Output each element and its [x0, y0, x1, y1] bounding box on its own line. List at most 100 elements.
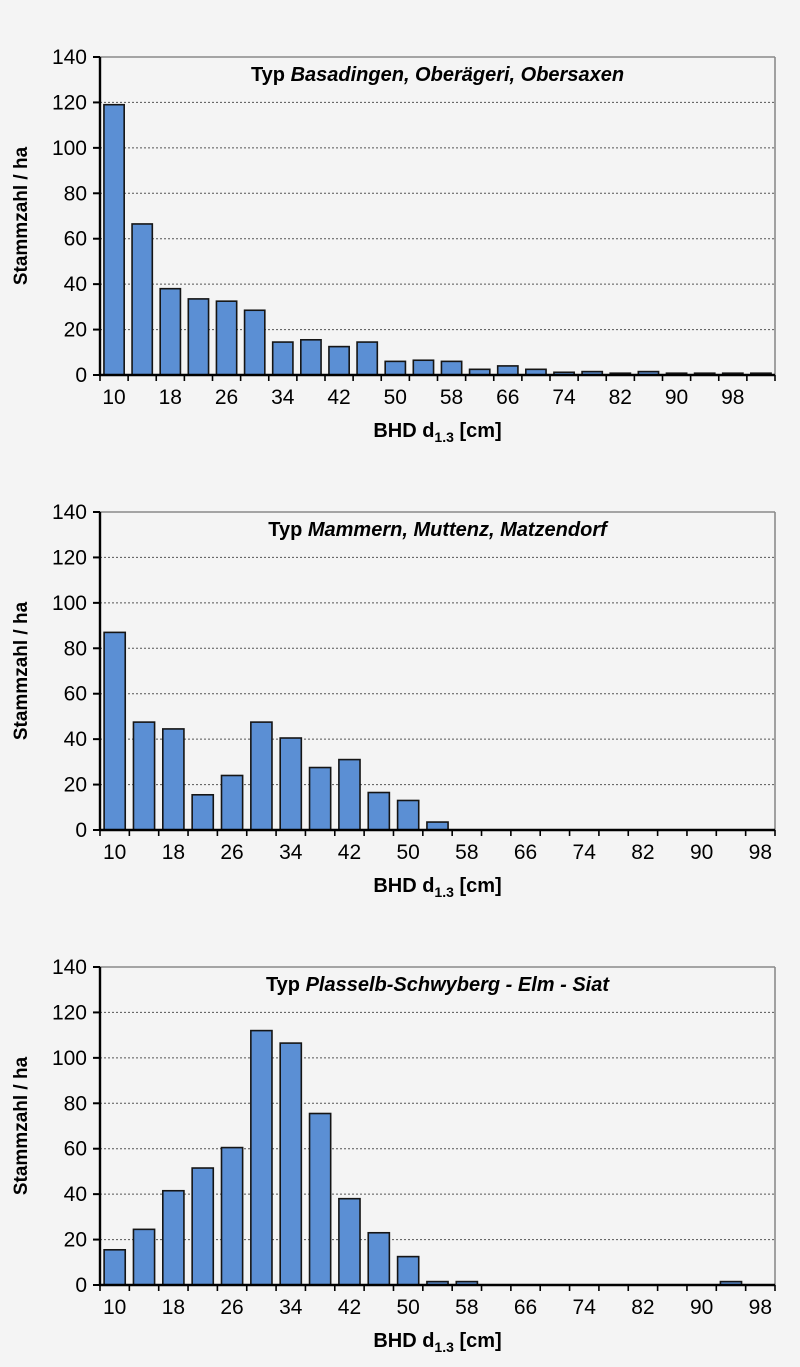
bar	[250, 721, 273, 831]
bar	[250, 1029, 273, 1286]
x-tick-label: 66	[514, 841, 537, 864]
x-tick-label: 10	[103, 841, 126, 864]
x-tick-label: 34	[279, 1296, 303, 1319]
x-tick-label: 82	[609, 386, 632, 409]
x-tick-label: 50	[396, 1296, 419, 1319]
x-tick-label: 74	[573, 841, 597, 864]
bar	[191, 793, 215, 831]
y-tick-label: 60	[64, 1138, 87, 1161]
x-tick-label: 50	[384, 386, 407, 409]
bar	[220, 1146, 244, 1286]
chart-svg-1: 0 20 40 60 80 100 120 140 10 18 26 34 42 50 58 66 74 82 90…	[11, 46, 776, 445]
x-tick-label: 26	[215, 386, 238, 409]
x-tick-label: 90	[690, 841, 713, 864]
x-tick-label: 26	[220, 1296, 243, 1319]
x-tick-label: 74	[573, 1296, 597, 1319]
y-tick-label: 0	[75, 1274, 87, 1297]
bar	[279, 1042, 303, 1286]
bar	[187, 298, 210, 376]
chart-svg-3: 0 20 40 60 80 100 120 140 10 18 26 34 42 50 58 66 74 82 90…	[11, 956, 776, 1355]
y-tick-label: 0	[75, 364, 87, 387]
x-tick-label: 82	[631, 1296, 654, 1319]
bar	[396, 1255, 420, 1286]
chart-svg-2: 0 20 40 60 80 100 120 140 10 18 26 34 42 50 58 66 74 82 90…	[11, 501, 776, 900]
x-axis-title: BHD d1.3 [cm]	[373, 875, 501, 900]
x-tick-label: 18	[159, 386, 182, 409]
bar	[279, 737, 303, 831]
bar	[308, 1112, 332, 1286]
chart-title: Typ Basadingen, Oberägeri, Obersaxen	[251, 64, 624, 86]
bar	[103, 1248, 127, 1286]
y-tick-label: 80	[64, 637, 87, 660]
y-axis-title: Stammzahl / ha	[11, 1056, 32, 1195]
x-tick-label: 58	[440, 386, 463, 409]
histogram-plasselb: 0 20 40 60 80 100 120 140 10 18 26 34 42 50 58 66 74 82 90…	[0, 910, 800, 1367]
y-tick-label: 80	[64, 1092, 87, 1115]
y-tick-label: 100	[52, 137, 87, 160]
x-tick-label: 18	[162, 1296, 185, 1319]
histogram-basadingen: 0 20 40 60 80 100 120 140 10 18 26 34 42 50 58 66 74 82 90…	[0, 0, 800, 455]
y-tick-label: 20	[64, 319, 87, 342]
bar	[396, 799, 420, 831]
y-tick-label: 60	[64, 683, 87, 706]
x-tick-label: 42	[338, 1296, 361, 1319]
y-axis-title: Stammzahl / ha	[11, 601, 32, 740]
bar	[215, 300, 238, 376]
y-tick-label: 40	[64, 728, 87, 751]
bar	[367, 791, 391, 831]
bar	[103, 103, 125, 376]
y-tick-label: 0	[75, 819, 87, 842]
bar	[308, 766, 332, 831]
x-tick-label: 42	[327, 386, 350, 409]
bar	[162, 1189, 185, 1286]
bar	[220, 774, 244, 831]
x-tick-label: 82	[631, 841, 654, 864]
bar	[496, 365, 519, 376]
bar	[243, 309, 266, 376]
x-tick-label: 98	[749, 1296, 772, 1319]
y-tick-label: 140	[52, 956, 87, 979]
x-tick-label: 74	[552, 386, 576, 409]
chart-title: Typ Plasselb-Schwyberg - Elm - Siat	[266, 974, 610, 996]
x-tick-label: 98	[721, 386, 744, 409]
bar	[191, 1167, 215, 1286]
bar	[328, 345, 350, 376]
bar	[132, 721, 156, 831]
x-tick-label: 66	[514, 1296, 537, 1319]
x-axis-title: BHD d1.3 [cm]	[373, 1330, 501, 1355]
bar	[367, 1231, 391, 1286]
y-axis-title: Stammzahl / ha	[11, 146, 32, 285]
y-tick-label: 100	[52, 592, 87, 615]
bar	[440, 360, 463, 376]
bar	[338, 758, 361, 831]
y-tick-label: 140	[52, 501, 87, 524]
x-tick-label: 66	[496, 386, 519, 409]
y-tick-label: 40	[64, 273, 87, 296]
bar	[271, 341, 294, 376]
bar	[338, 1197, 361, 1286]
chart-title: Typ Mammern, Muttenz, Matzendorf	[268, 519, 609, 541]
y-tick-label: 20	[64, 1229, 87, 1252]
x-tick-label: 34	[271, 386, 295, 409]
x-tick-label: 10	[103, 1296, 126, 1319]
x-tick-label: 90	[690, 1296, 713, 1319]
histogram-mammern: 0 20 40 60 80 100 120 140 10 18 26 34 42 50 58 66 74 82 90…	[0, 455, 800, 910]
x-axis-title: BHD d1.3 [cm]	[373, 420, 501, 445]
bar	[132, 1228, 156, 1286]
y-tick-label: 20	[64, 774, 87, 797]
x-tick-label: 58	[455, 1296, 478, 1319]
x-tick-label: 50	[396, 841, 419, 864]
y-tick-label: 40	[64, 1183, 87, 1206]
bar	[384, 360, 407, 376]
x-tick-label: 10	[102, 386, 125, 409]
bar	[162, 728, 185, 831]
bar	[412, 359, 435, 376]
y-tick-label: 60	[64, 228, 87, 251]
x-tick-label: 58	[455, 841, 478, 864]
y-tick-label: 120	[52, 91, 87, 114]
y-tick-label: 120	[52, 1001, 87, 1024]
x-tick-label: 26	[220, 841, 243, 864]
y-tick-label: 80	[64, 182, 87, 205]
bar	[356, 341, 379, 376]
